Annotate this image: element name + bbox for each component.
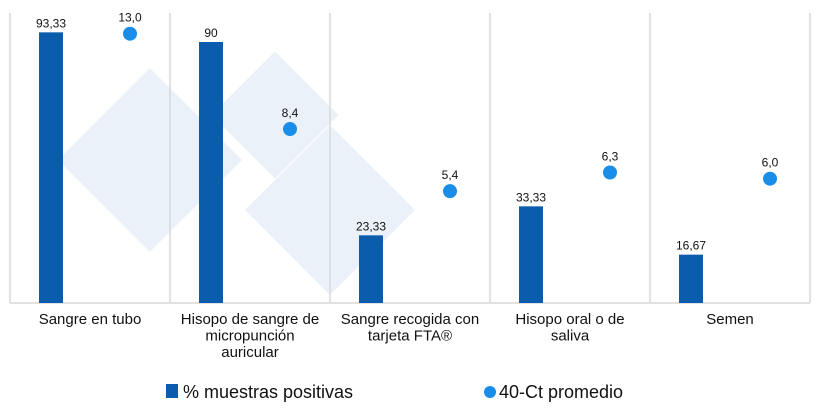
legend-swatch-bar [166,384,178,398]
x-tick-label-line: micropunción [205,328,294,345]
x-tick-label-line: Sangre recogida con [341,311,479,328]
x-tick-label: Semen [706,311,754,328]
dot [283,122,297,136]
bar [39,32,63,304]
plot-frame [9,13,811,304]
legend-label-dot: 40-Ct promedio [499,382,623,402]
bar-data-label: 33,33 [516,190,546,204]
bar [519,206,543,303]
dot [763,171,777,186]
dot [443,184,457,199]
bar [359,235,383,303]
legend: % muestras positivas 40-Ct promedio [166,382,623,402]
plot-marks: 93,33 13,0 90 8,4 23,33 5,4 33,33 6,3 16,67 6,0 [36,11,779,304]
x-tick-label-line: auricular [221,344,279,361]
dot-data-label: 6,0 [762,156,779,170]
x-tick-label-line: tarjeta FTA® [368,328,452,345]
x-tick-label: Hisopo oral o de saliva [515,311,624,345]
dot-data-label: 8,4 [282,106,299,120]
dot-data-label: 13,0 [118,11,142,25]
x-tick-label: Sangre en tubo [39,311,142,328]
dot-data-label: 6,3 [602,150,619,164]
x-tick-label-line: Sangre en tubo [39,311,142,328]
bar [679,254,703,303]
bar-data-label: 90 [204,26,218,40]
bar-data-label: 93,33 [36,16,66,30]
x-tick-label: Hisopo de sangre de micropunción auricular [181,311,319,361]
legend-label-bar: % muestras positivas [183,382,353,402]
x-tick-label-line: saliva [551,328,590,345]
dot [123,26,137,41]
x-axis-labels: Sangre en tubo Hisopo de sangre de micropu… [39,311,754,361]
legend-swatch-dot [484,386,496,398]
x-tick-label: Sangre recogida con tarjeta FTA® [341,311,479,345]
bar-data-label: 16,67 [676,239,706,253]
x-tick-label-line: Hisopo oral o de [515,311,624,328]
dot [603,165,617,180]
bar [199,42,223,303]
dot-data-label: 5,4 [442,168,459,182]
bar-data-label: 23,33 [356,219,386,233]
x-tick-label-line: Hisopo de sangre de [181,311,319,328]
x-tick-label-line: Semen [706,311,754,328]
